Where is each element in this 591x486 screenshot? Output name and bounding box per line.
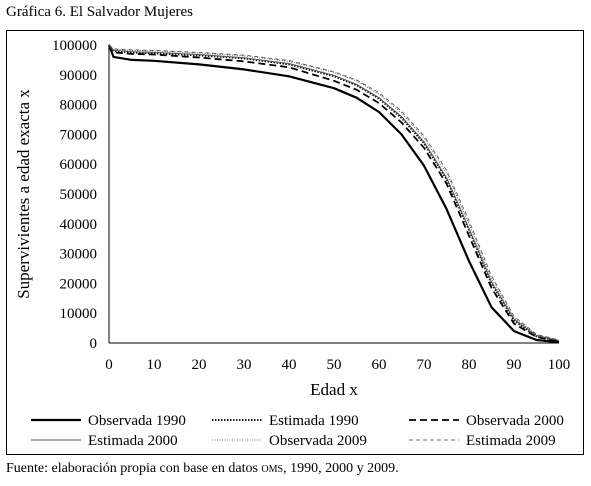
series-line-3 bbox=[108, 44, 560, 343]
y-tick-label: 60000 bbox=[60, 157, 98, 173]
x-tick-label: 40 bbox=[282, 357, 297, 373]
legend-label-5: Observada 2009 bbox=[269, 433, 367, 449]
series-line-5 bbox=[108, 44, 560, 341]
x-tick-label: 10 bbox=[147, 357, 162, 373]
chart-frame: 0 10000 20000 30000 40000 50000 60000 70000 8000… bbox=[6, 30, 584, 455]
y-tick-label: 30000 bbox=[60, 247, 98, 263]
y-tick-label: 90000 bbox=[60, 68, 98, 84]
x-tick-label: 80 bbox=[462, 357, 477, 373]
line-chart: 0100002000030000400005000060000700008000… bbox=[14, 38, 570, 449]
x-tick-label: 70 bbox=[417, 357, 432, 373]
x-axis-ticks: 0 10 20 30 40 50 60 70 80 90 100 bbox=[105, 357, 570, 373]
y-tick-label: 0 bbox=[90, 336, 98, 352]
y-axis-ticks: 0 10000 20000 30000 40000 50000 60000 70000 8000… bbox=[52, 38, 97, 352]
chart-title: Gráfica 6. El Salvador Mujeres bbox=[6, 4, 194, 20]
source-prefix: Fuente: elaboración propia con base en d… bbox=[6, 461, 262, 476]
series-line-6 bbox=[108, 44, 560, 341]
x-tick-label: 100 bbox=[548, 357, 571, 373]
series-line-4 bbox=[108, 44, 560, 342]
legend-label-6: Estimada 2009 bbox=[466, 433, 556, 449]
series-lines bbox=[107, 44, 560, 344]
y-tick-label: 70000 bbox=[60, 127, 98, 143]
y-tick-label: 10000 bbox=[60, 306, 98, 322]
source-abbr: OMS bbox=[261, 464, 284, 475]
y-tick-label: 20000 bbox=[60, 276, 98, 292]
series-line-1 bbox=[107, 44, 560, 344]
legend-label-2: Estimada 1990 bbox=[269, 413, 359, 429]
series-line-2 bbox=[108, 44, 560, 342]
y-tick-label: 40000 bbox=[60, 217, 98, 233]
source-note: Fuente: elaboración propia con base en d… bbox=[6, 461, 399, 477]
y-tick-label: 80000 bbox=[60, 98, 98, 114]
x-tick-label: 0 bbox=[105, 357, 113, 373]
legend-label-1: Observada 1990 bbox=[88, 413, 186, 429]
x-axis-label: Edad x bbox=[310, 380, 358, 399]
legend: Observada 1990 Estimada 1990 Observada 200… bbox=[31, 413, 564, 449]
y-tick-label: 50000 bbox=[60, 187, 98, 203]
x-tick-label: 30 bbox=[237, 357, 252, 373]
source-suffix: , 1990, 2000 y 2009. bbox=[283, 461, 399, 476]
legend-label-3: Observada 2000 bbox=[466, 413, 564, 429]
x-tick-label: 90 bbox=[507, 357, 522, 373]
legend-label-4: Estimada 2000 bbox=[88, 433, 178, 449]
plot-area: 0100002000030000400005000060000700008000… bbox=[52, 38, 570, 373]
x-tick-label: 50 bbox=[327, 357, 342, 373]
y-axis-label: Supervivientes a edad exacta x bbox=[14, 89, 33, 299]
x-tick-label: 60 bbox=[372, 357, 387, 373]
y-tick-label: 100000 bbox=[52, 38, 97, 54]
x-tick-label: 20 bbox=[192, 357, 207, 373]
